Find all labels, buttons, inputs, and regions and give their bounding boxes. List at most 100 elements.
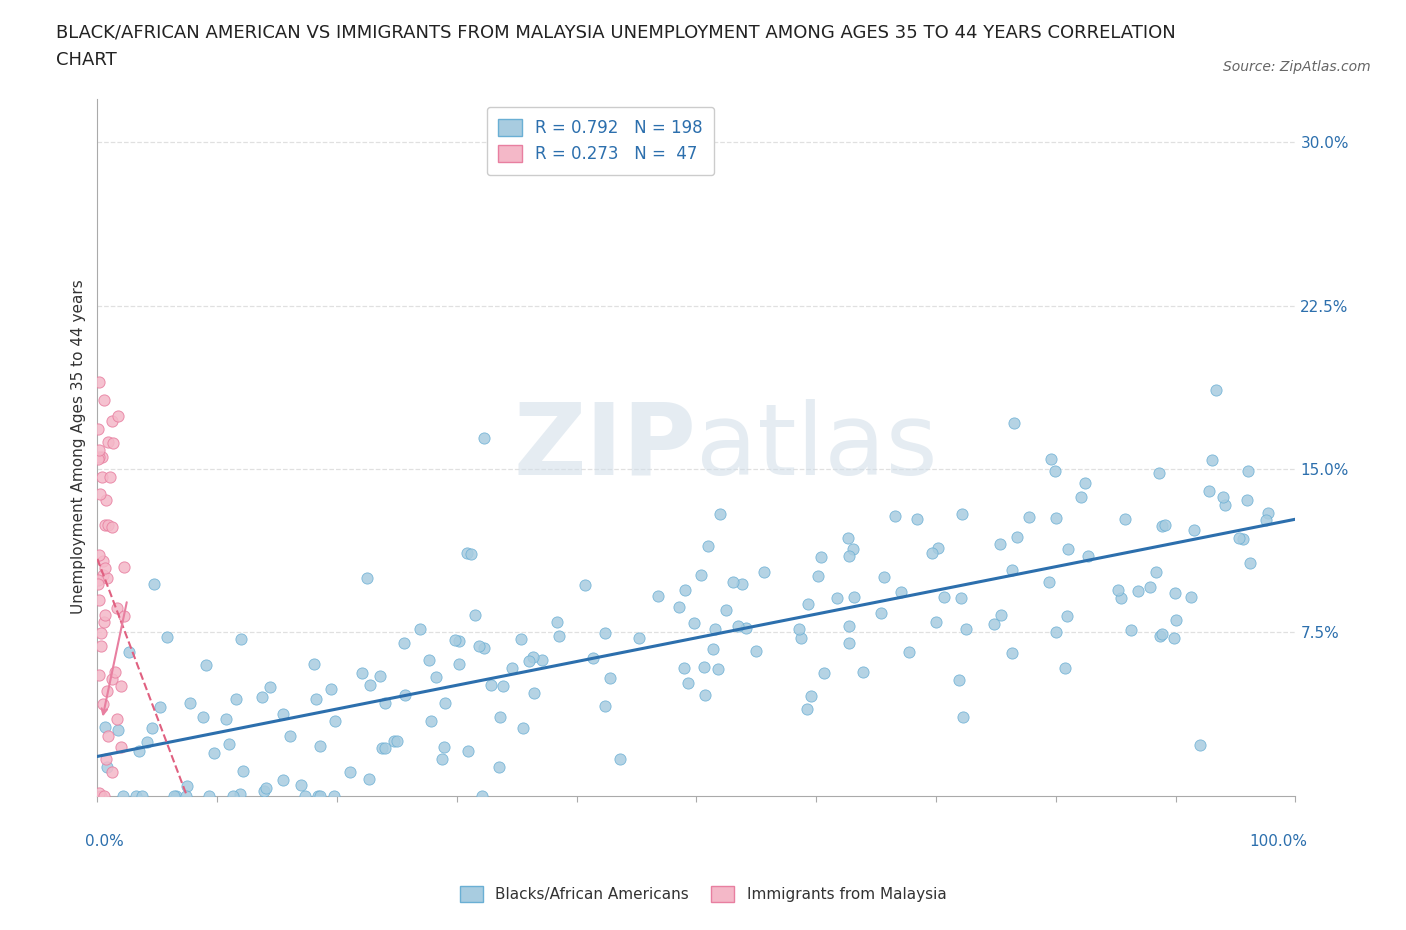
Point — [683, 616, 706, 631]
Point — [87, 443, 110, 458]
Point — [86, 452, 108, 467]
Point — [1239, 555, 1261, 570]
Point — [1236, 464, 1258, 479]
Point — [90, 449, 112, 464]
Point — [91, 470, 114, 485]
Point — [254, 780, 277, 795]
Point — [96, 683, 118, 698]
Point — [409, 622, 432, 637]
Point — [447, 633, 470, 648]
Point — [430, 751, 453, 766]
Point — [1005, 529, 1028, 544]
Point — [1038, 574, 1060, 589]
Point — [932, 590, 955, 604]
Point — [128, 743, 150, 758]
Point — [87, 573, 110, 588]
Text: atlas: atlas — [696, 399, 938, 496]
Point — [323, 788, 346, 803]
Point — [693, 659, 716, 674]
Point — [988, 537, 1011, 551]
Point — [1045, 624, 1067, 639]
Point — [898, 644, 921, 659]
Point — [1018, 509, 1040, 524]
Point — [253, 783, 276, 798]
Point — [456, 546, 478, 561]
Point — [89, 450, 111, 465]
Point — [472, 431, 495, 445]
Point — [546, 615, 568, 630]
Point — [841, 541, 863, 556]
Point — [93, 615, 115, 630]
Point — [745, 644, 768, 658]
Point — [350, 665, 373, 680]
Point — [96, 571, 118, 586]
Point — [519, 654, 541, 669]
Point — [294, 788, 316, 803]
Point — [735, 621, 758, 636]
Point — [94, 720, 117, 735]
Point — [695, 687, 717, 702]
Point — [1189, 737, 1212, 752]
Point — [94, 561, 117, 576]
Point — [273, 707, 295, 722]
Point — [1164, 586, 1187, 601]
Point — [472, 641, 495, 656]
Point — [105, 711, 128, 726]
Point — [91, 554, 114, 569]
Point — [948, 673, 970, 688]
Point — [307, 788, 329, 803]
Point — [510, 631, 533, 646]
Point — [869, 605, 891, 620]
Point — [93, 788, 115, 803]
Point — [752, 565, 775, 579]
Point — [599, 671, 621, 685]
Point — [176, 778, 198, 793]
Point — [709, 507, 731, 522]
Point — [593, 626, 616, 641]
Point — [787, 622, 810, 637]
Point — [1154, 517, 1177, 532]
Point — [107, 723, 129, 737]
Point — [323, 713, 346, 728]
Point — [1056, 541, 1078, 556]
Point — [457, 743, 479, 758]
Point — [1039, 452, 1062, 467]
Point — [97, 434, 120, 449]
Point — [983, 617, 1005, 631]
Point — [112, 560, 135, 575]
Point — [273, 773, 295, 788]
Point — [110, 679, 132, 694]
Point — [394, 688, 416, 703]
Point — [142, 577, 165, 591]
Point — [574, 578, 596, 592]
Point — [1144, 565, 1167, 579]
Point — [813, 666, 835, 681]
Point — [222, 788, 245, 803]
Point — [676, 676, 699, 691]
Point — [163, 788, 186, 803]
Point — [250, 689, 273, 704]
Point — [420, 714, 443, 729]
Point — [872, 570, 894, 585]
Point — [374, 740, 396, 755]
Point — [696, 538, 718, 553]
Point — [97, 518, 120, 533]
Point — [1109, 591, 1132, 605]
Point — [94, 518, 117, 533]
Point — [1149, 629, 1171, 644]
Point — [489, 710, 512, 724]
Point — [97, 728, 120, 743]
Point — [837, 531, 859, 546]
Point — [104, 664, 127, 679]
Point — [308, 738, 330, 753]
Point — [371, 740, 394, 755]
Point — [1182, 522, 1205, 537]
Point — [548, 629, 571, 644]
Point — [1227, 531, 1250, 546]
Point — [125, 788, 148, 803]
Point — [1001, 563, 1024, 578]
Point — [647, 589, 669, 604]
Point — [118, 644, 141, 659]
Point — [179, 696, 201, 711]
Point — [339, 764, 361, 779]
